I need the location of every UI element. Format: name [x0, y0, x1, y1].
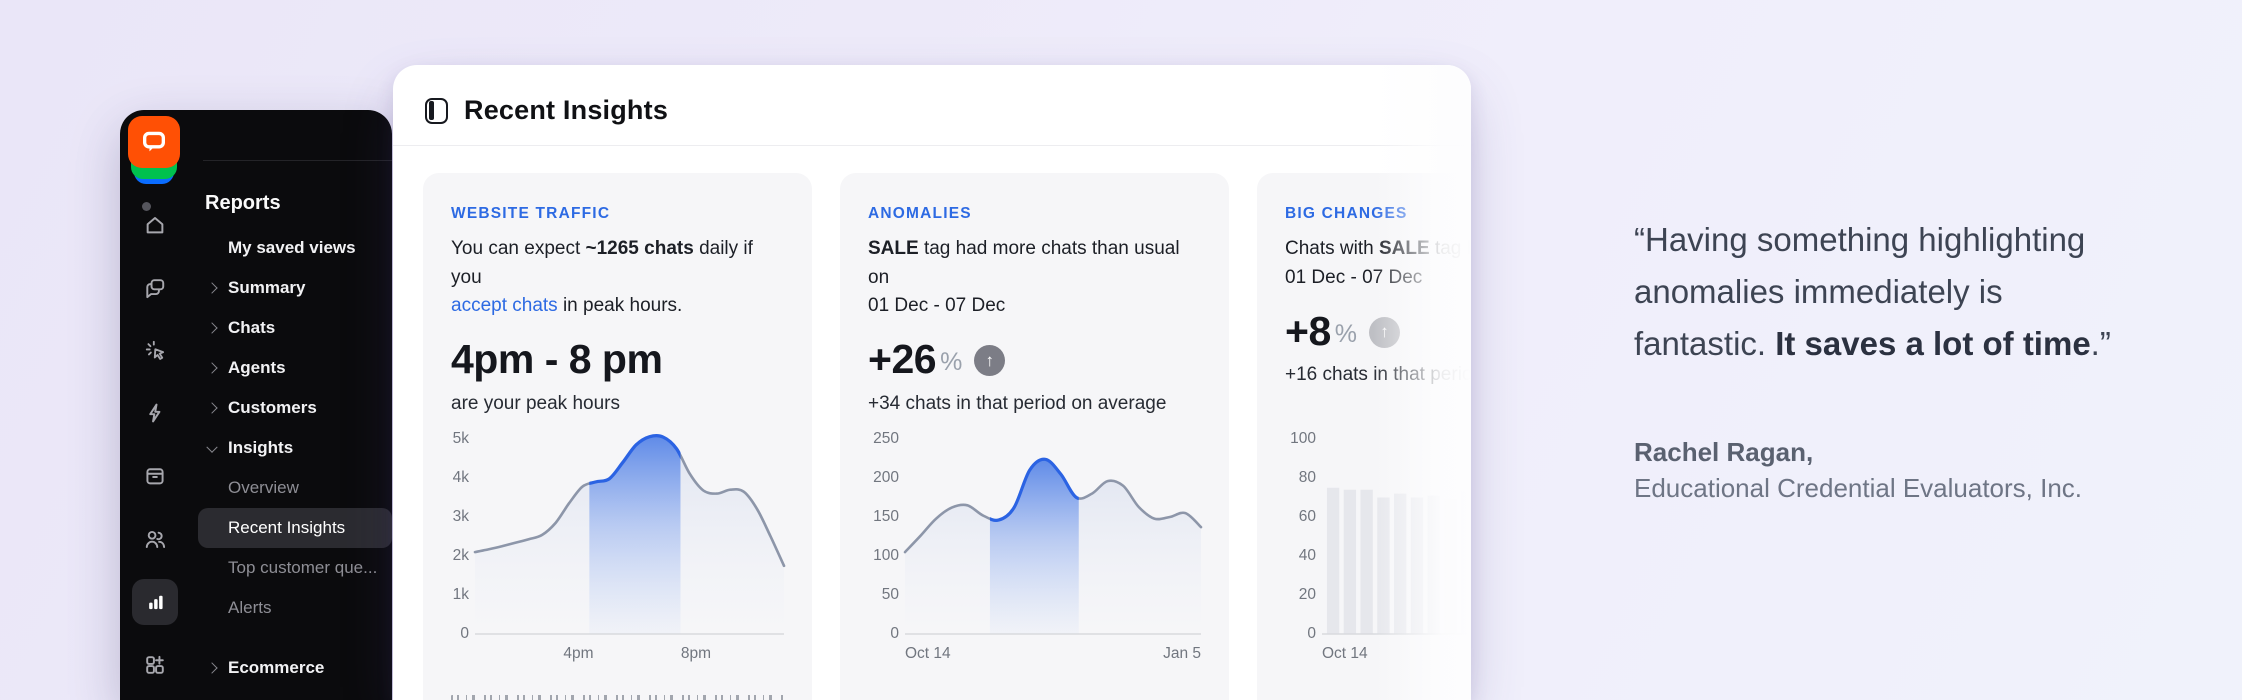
stat-value: +8: [1285, 307, 1331, 354]
sidebar-item-agents[interactable]: Agents: [198, 348, 392, 388]
panel-header: Recent Insights: [425, 95, 668, 126]
testimonial-company: Educational Credential Evaluators, Inc.: [1634, 473, 2083, 503]
stat-subtext: +16 chats in that period on average: [1285, 364, 1471, 385]
sidebar-item-label: Overview: [228, 478, 299, 497]
recent-insights-panel: Recent Insights WEBSITE TRAFFIC You can …: [393, 65, 1471, 700]
sidebar-item-label: Customers: [228, 398, 317, 417]
sidebar-item-label: Agents: [228, 358, 286, 377]
stat-subtext: +34 chats in that period on average: [868, 392, 1167, 414]
automation-icon[interactable]: [142, 400, 168, 426]
clipped-text-row: [451, 695, 786, 700]
traffic-area-chart: 5k 4k 3k 2k 1k 0 4pm 8pm: [451, 430, 786, 679]
customers-icon[interactable]: [142, 526, 168, 552]
card-anomalies: ANOMALIES SALE tag had more chats than u…: [840, 173, 1229, 700]
sidebar-item-label: Ecommerce: [228, 658, 325, 677]
testimonial-quote: “Having something highlighting anomalies …: [1634, 221, 2111, 362]
sidebar-item-label: Alerts: [228, 598, 272, 617]
sidebar-item-label: Chats: [228, 318, 276, 337]
sidebar-item-recent-insights[interactable]: Recent Insights: [198, 508, 392, 548]
inline-link[interactable]: accept chats: [451, 295, 558, 316]
reports-section-title: Reports: [205, 192, 281, 214]
sidebar-item-label: Summary: [228, 278, 306, 297]
arrow-up-badge-icon: ↑: [974, 345, 1006, 376]
card-label: ANOMALIES: [868, 205, 972, 222]
chevron-right-icon: [206, 282, 218, 294]
header-divider: [393, 145, 1471, 146]
sidebar-item-summary[interactable]: Summary: [198, 268, 392, 308]
sidebar-item-chats[interactable]: Chats: [198, 308, 392, 348]
chevron-right-icon: [206, 362, 218, 374]
sidebar-item-ecommerce[interactable]: Ecommerce: [198, 648, 392, 688]
sidebar-item-customers[interactable]: Customers: [198, 388, 392, 428]
testimonial: “Having something highlighting anomalies …: [1634, 214, 2214, 506]
percent-sign: %: [1334, 319, 1357, 348]
card-label: BIG CHANGES: [1285, 205, 1408, 222]
chevron-down-icon: [206, 441, 218, 453]
livechat-logo[interactable]: [128, 116, 180, 184]
chevron-right-icon: [206, 322, 218, 334]
stat-subtext: are your peak hours: [451, 392, 620, 414]
sidebar-toggle-icon[interactable]: [425, 97, 448, 124]
sidebar-item-label: Recent Insights: [228, 518, 346, 537]
stat-value: 4pm - 8 pm: [451, 336, 663, 382]
sidebar-item-my-saved-views[interactable]: My saved views: [198, 228, 392, 268]
card-label: WEBSITE TRAFFIC: [451, 205, 611, 222]
card-description: Chats with SALE tag had more chats01 Dec…: [1285, 238, 1471, 288]
sidebar-item-top-customer-que[interactable]: Top customer que...: [198, 548, 392, 588]
apps-icon[interactable]: [142, 652, 168, 678]
big-changes-bar-chart: 100 80 60 40 20 0 Oct 14: [1285, 430, 1471, 679]
livechat-bubble-icon: [128, 116, 180, 168]
card-description: You can expect ~1265 chats daily if you a…: [451, 238, 753, 316]
anomalies-area-chart: 250 200 150 100 50 0 Oct 14 Jan 5: [873, 430, 1203, 662]
chats-icon[interactable]: [142, 275, 168, 301]
sidebar-item-overview[interactable]: Overview: [198, 468, 392, 508]
testimonial-name: Rachel Ragan,: [1634, 437, 1814, 467]
stat-row: +8 % ↑: [1285, 308, 1471, 354]
sidebar: Reports My saved views Summary Chats Agents…: [120, 110, 392, 700]
chevron-right-icon: [206, 662, 218, 674]
testimonial-attribution: Rachel Ragan, Educational Credential Eva…: [1634, 434, 2214, 506]
arrow-up-badge-icon: ↑: [1368, 316, 1400, 348]
archive-icon[interactable]: [142, 463, 168, 489]
stat-value: +26: [868, 336, 937, 382]
insight-cards: WEBSITE TRAFFIC You can expect ~1265 cha…: [423, 173, 1471, 700]
traffic-icon[interactable]: [142, 337, 168, 363]
card-description: SALE tag had more chats than usual on 01 …: [868, 238, 1180, 316]
percent-sign: %: [940, 348, 963, 376]
page-title: Recent Insights: [464, 95, 669, 125]
sidebar-item-label: My saved views: [228, 238, 356, 257]
card-website-traffic: WEBSITE TRAFFIC You can expect ~1265 cha…: [423, 173, 812, 700]
sidebar-item-label: Insights: [228, 438, 294, 457]
chevron-right-icon: [206, 402, 218, 414]
reports-icon[interactable]: [142, 589, 168, 615]
nav-divider: [203, 160, 392, 161]
sidebar-item-label: Top customer que...: [228, 558, 378, 577]
home-icon[interactable]: [142, 212, 168, 238]
stat-row: +26 % ↑: [868, 336, 1201, 383]
sidebar-item-insights[interactable]: Insights: [198, 428, 392, 468]
stat-row: 4pm - 8 pm: [451, 336, 784, 383]
card-big-changes: BIG CHANGES Chats with SALE tag had more…: [1257, 173, 1471, 700]
status-dot: [142, 202, 151, 211]
reports-nav: My saved views Summary Chats Agents Customer…: [198, 228, 392, 688]
sidebar-item-alerts[interactable]: Alerts: [198, 588, 392, 628]
